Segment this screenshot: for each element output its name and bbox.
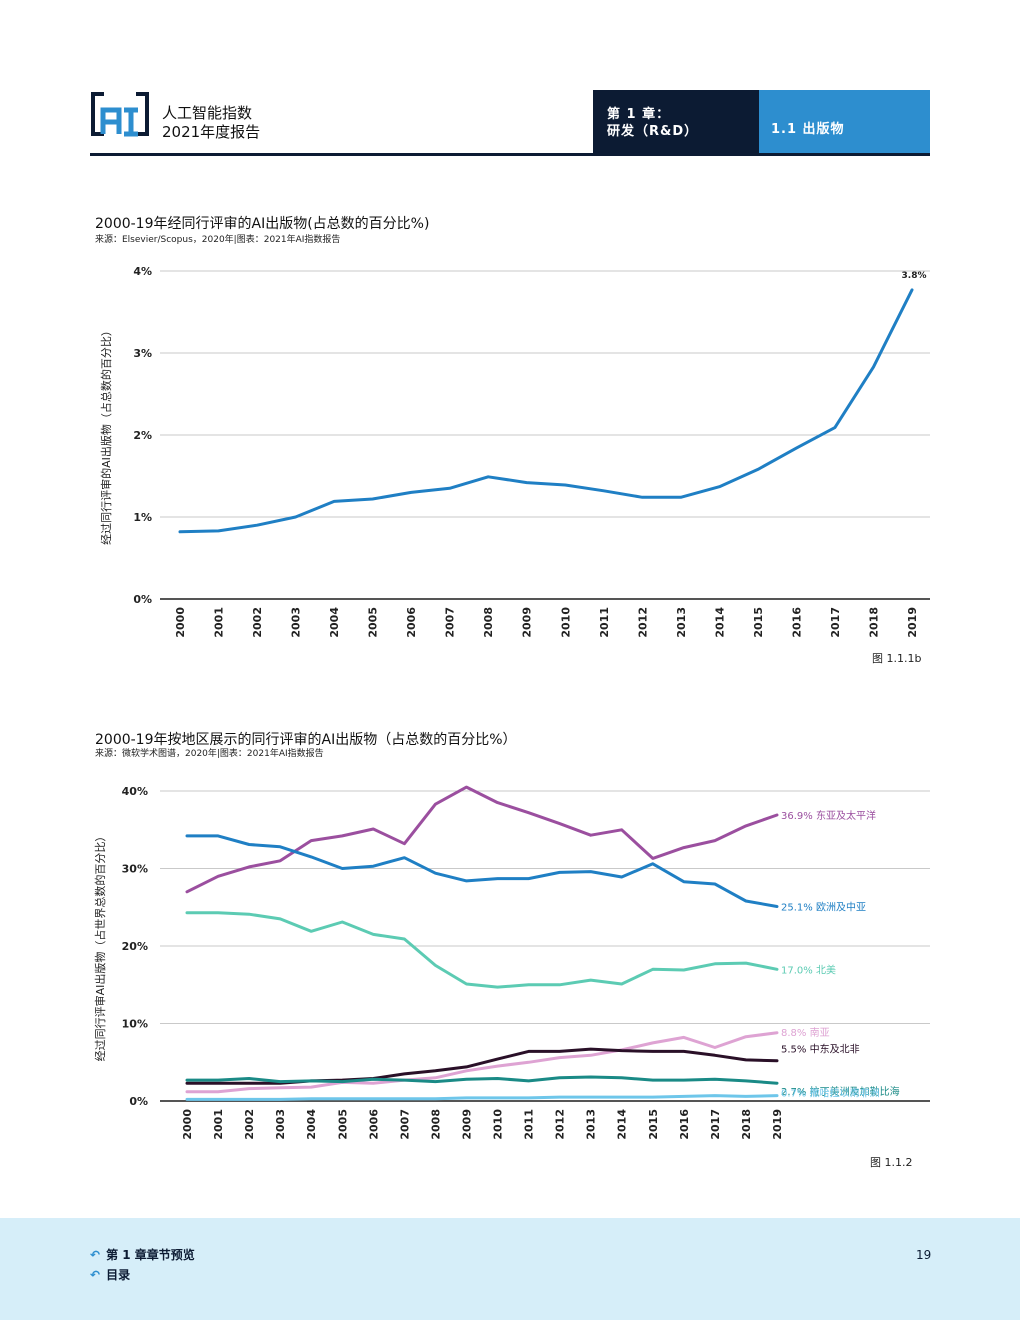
return-arrow-icon: ↶ [90,1268,101,1282]
chart1-x-tick-label: 2018 [867,607,880,638]
chart1-x-tick-label: 2003 [290,607,303,638]
ai-index-logo [91,92,149,137]
chart2-series-line-3 [185,1031,779,1094]
report-title-line1: 人工智能指数 [162,104,253,122]
chart1-x-tick-label: 2004 [328,607,341,638]
chart2-x-tick-label: 2018 [740,1109,753,1140]
chart1-x-tick-label: 2019 [906,607,919,638]
chart2-x-tick-label: 2004 [305,1109,318,1140]
chart2-series-label: 17.0% 北美 [781,963,836,976]
chart2-y-axis-title: 经过同行评审AI出版物（占世界总数的百分比） [93,831,107,1062]
chart1-x-tick-label: 2005 [367,607,380,638]
toc-label: 目录 [106,1268,131,1282]
chart2-series-label: 8.8% 南亚 [781,1026,830,1039]
chart2-y-tick-label: 20% [122,940,148,953]
chart1-y-tick-label: 2% [133,429,152,442]
chart2-title: 2000-19年按地区展示的同行评审的AI出版物（占总数的百分比%） [95,732,517,748]
chart1-y-tick-label: 4% [133,265,152,278]
section-tab[interactable]: 1.1 出版物 [759,90,930,154]
chart2-series-line-0 [185,785,779,894]
chart1-x-tick-label: 2012 [636,607,649,638]
page-number: 19 [916,1248,932,1262]
chart2-x-tick-label: 2008 [429,1109,442,1140]
chart2-x-tick-label: 2011 [523,1109,536,1140]
chart2-y-tick-label: 10% [122,1018,148,1031]
chart1-x-tick-label: 2014 [713,607,726,638]
chart2-series-label: 25.1% 欧洲及中亚 [781,900,866,913]
chart2-x-tick-label: 2000 [181,1109,194,1140]
chart2-x-tick-label: 2013 [585,1109,598,1140]
chart2-x-tick-label: 2007 [398,1109,411,1140]
page-footer: ↶ 第 1 章章节预览 ↶ 目录 19 [0,1218,1020,1320]
chart2-series-label: 0.7% 撒哈拉以南非洲 [781,1087,880,1100]
chapter-number: 第 1 章： [607,107,671,122]
chart2-x-tick-label: 2006 [367,1109,380,1140]
report-title-line2: 2021年度报告 [162,123,261,141]
chart1-x-tick-label: 2010 [559,607,572,638]
report-title: 人工智能指数 2021年度报告 [162,104,260,142]
chart2-series-line-5 [185,1075,779,1085]
chart1-x-tick-label: 2009 [521,607,534,638]
chart2-x-tick-label: 2019 [771,1109,784,1140]
chapter-tab[interactable]: 第 1 章： 研发（R&D） [593,90,759,154]
chart2-x-tick-label: 2017 [709,1109,722,1140]
section-name: 1.1 出版物 [771,122,845,137]
chart1-source: 来源：Elsevier/Scopus，2020年|图表：2021年AI指数报告 [95,235,341,245]
chart1-x-tick-label: 2013 [675,607,688,638]
chapter-preview-link[interactable]: ↶ 第 1 章章节预览 [90,1246,195,1263]
chart1-y-tick-label: 0% [133,593,152,606]
chart1-y-axis-title: 经过同行评审的AI出版物（占总数的百分比） [99,325,113,545]
chart1-publications-share: 0% 1% 2% 3% 4% 经过同行评审的AI出版物（占总数的百分比） 2000 2001 2… [99,265,930,638]
chart1-end-value-label: 3.8% [902,271,927,281]
chart2-series-line-6 [185,1094,779,1101]
chart1-x-tick-label: 2006 [405,607,418,638]
chart2-y-tick-label: 30% [122,863,148,876]
chart2-series-line-2 [185,911,779,989]
chart1-x-tick-label: 2011 [598,607,611,638]
chart2-publications-by-region: 0% 10% 20% 30% 40% 经过同行评审AI出版物（占世界总数的百分比） 2000… [93,785,930,1140]
return-arrow-icon: ↶ [90,1248,101,1262]
chart2-series-label: 2.7% 拉丁美洲及加勒比海 [781,1085,900,1098]
chart1-series-line [178,288,914,534]
chart2-x-tick-label: 2002 [243,1109,256,1140]
chart1-x-tick-label: 2000 [174,607,187,638]
chart2-figure-label: 图 1.1.2 [870,1156,913,1169]
chart2-y-tick-label: 40% [122,785,148,798]
chart2-source: 来源：微软学术图谱，2020年|图表：2021年AI指数报告 [95,749,324,759]
chart2-series-line-1 [185,834,779,908]
chart1-x-tick-label: 2017 [829,607,842,638]
chart2-x-tick-label: 2010 [492,1109,505,1140]
chart1-x-tick-label: 2001 [213,607,226,638]
toc-link[interactable]: ↶ 目录 [90,1266,130,1283]
chart2-x-tick-label: 2012 [554,1109,567,1140]
chart1-title: 2000-19年经同行评审的AI出版物(占总数的百分比%) [95,216,430,232]
chart2-x-tick-label: 2014 [616,1109,629,1140]
chart1-y-tick-label: 3% [133,347,152,360]
chart1-x-tick-label: 2002 [251,607,264,638]
chart2-x-tick-label: 2009 [460,1109,473,1140]
chart2-x-tick-label: 2015 [647,1109,660,1140]
chapter-name: 研发（R&D） [607,124,699,139]
header-divider [90,153,930,156]
page-header: 人工智能指数 2021年度报告 第 1 章： 研发（R&D） 1.1 出版物 [90,90,930,158]
chart1-x-tick-label: 2016 [790,607,803,638]
chart1-x-tick-label: 2015 [752,607,765,638]
chart2-series-label: 36.9% 东亚及太平洋 [781,809,876,822]
chart2-x-tick-label: 2016 [678,1109,691,1140]
chart2-x-tick-label: 2003 [274,1109,287,1140]
chart1-y-tick-label: 1% [133,511,152,524]
chapter-preview-label: 第 1 章章节预览 [106,1248,195,1262]
chart2-x-tick-label: 2005 [336,1109,349,1140]
chart2-y-tick-label: 0% [129,1095,148,1108]
chart1-figure-label: 图 1.1.1b [872,652,922,665]
chart2-series-label: 5.5% 中东及北非 [781,1043,860,1056]
chart1-x-tick-label: 2007 [444,607,457,638]
chart2-x-tick-label: 2001 [212,1109,225,1140]
chart1-x-tick-label: 2008 [482,607,495,638]
